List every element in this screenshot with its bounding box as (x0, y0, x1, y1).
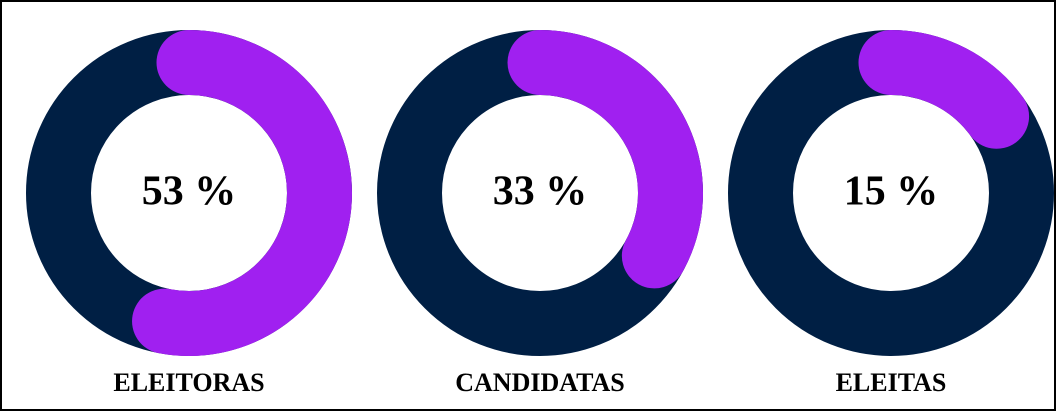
donut-label: ELEITAS (836, 368, 947, 397)
donut-arc (507, 30, 703, 289)
donut-label: ELEITORAS (113, 368, 264, 397)
donut-label: CANDIDATAS (455, 368, 625, 397)
center-value-label: 53 % (142, 169, 237, 215)
center-value-label: 33 % (493, 169, 588, 215)
donut-arc (132, 30, 352, 356)
center-value-label: 15 % (844, 169, 939, 215)
donut-arc (858, 30, 1030, 149)
